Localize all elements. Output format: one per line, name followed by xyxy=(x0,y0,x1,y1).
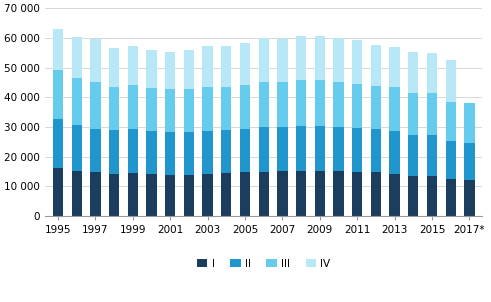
Bar xyxy=(296,171,306,216)
Bar xyxy=(464,180,474,216)
Bar xyxy=(389,47,400,87)
Bar xyxy=(109,130,119,174)
Bar xyxy=(371,45,381,86)
Bar xyxy=(315,80,325,126)
Bar xyxy=(464,104,474,143)
Bar xyxy=(352,40,362,84)
Bar xyxy=(259,172,269,216)
Bar xyxy=(221,87,231,130)
Bar xyxy=(221,46,231,87)
Bar xyxy=(221,130,231,174)
Bar xyxy=(128,85,138,129)
Bar xyxy=(146,131,157,174)
Bar xyxy=(184,88,194,132)
Bar xyxy=(240,43,250,85)
Bar xyxy=(90,172,101,216)
Bar xyxy=(277,82,288,127)
Bar xyxy=(165,175,175,216)
Bar xyxy=(352,84,362,128)
Bar xyxy=(146,50,157,88)
Bar xyxy=(109,87,119,130)
Bar xyxy=(259,82,269,127)
Bar xyxy=(202,47,213,87)
Bar xyxy=(408,176,418,216)
Bar xyxy=(165,89,175,132)
Bar xyxy=(259,38,269,82)
Bar xyxy=(184,175,194,216)
Bar xyxy=(165,132,175,175)
Bar xyxy=(53,120,63,168)
Bar xyxy=(221,174,231,216)
Bar xyxy=(427,93,437,135)
Bar xyxy=(277,39,288,82)
Bar xyxy=(445,60,456,102)
Bar xyxy=(109,174,119,216)
Bar xyxy=(240,172,250,216)
Bar xyxy=(445,179,456,216)
Bar xyxy=(72,171,82,216)
Bar xyxy=(240,129,250,172)
Bar xyxy=(72,78,82,124)
Bar xyxy=(445,102,456,141)
Bar xyxy=(90,129,101,172)
Bar xyxy=(389,131,400,174)
Bar xyxy=(408,93,418,135)
Bar xyxy=(371,86,381,129)
Bar xyxy=(427,135,437,176)
Bar xyxy=(146,174,157,216)
Legend: I, II, III, IV: I, II, III, IV xyxy=(193,254,334,273)
Bar xyxy=(464,143,474,180)
Bar xyxy=(90,39,101,82)
Bar xyxy=(408,52,418,93)
Bar xyxy=(202,131,213,174)
Bar xyxy=(333,82,344,127)
Bar xyxy=(445,141,456,179)
Bar xyxy=(315,36,325,80)
Bar xyxy=(277,172,288,216)
Bar xyxy=(371,129,381,172)
Bar xyxy=(109,48,119,87)
Bar xyxy=(90,82,101,129)
Bar xyxy=(184,132,194,175)
Bar xyxy=(389,87,400,131)
Bar xyxy=(165,52,175,89)
Bar xyxy=(352,128,362,172)
Bar xyxy=(240,85,250,129)
Bar xyxy=(427,53,437,93)
Bar xyxy=(296,36,306,80)
Bar xyxy=(277,127,288,172)
Bar xyxy=(333,38,344,82)
Bar xyxy=(333,127,344,172)
Bar xyxy=(184,50,194,88)
Bar xyxy=(53,29,63,69)
Bar xyxy=(315,171,325,216)
Bar xyxy=(202,87,213,131)
Bar xyxy=(389,174,400,216)
Bar xyxy=(202,174,213,216)
Bar xyxy=(259,127,269,172)
Bar xyxy=(72,37,82,78)
Bar xyxy=(128,129,138,173)
Bar xyxy=(371,172,381,216)
Bar xyxy=(53,168,63,216)
Bar xyxy=(72,124,82,171)
Bar xyxy=(333,172,344,216)
Bar xyxy=(315,126,325,171)
Bar xyxy=(352,172,362,216)
Bar xyxy=(146,88,157,131)
Bar xyxy=(427,176,437,216)
Bar xyxy=(128,173,138,216)
Bar xyxy=(296,80,306,126)
Bar xyxy=(53,69,63,120)
Bar xyxy=(408,135,418,176)
Bar xyxy=(296,126,306,171)
Bar xyxy=(128,46,138,85)
